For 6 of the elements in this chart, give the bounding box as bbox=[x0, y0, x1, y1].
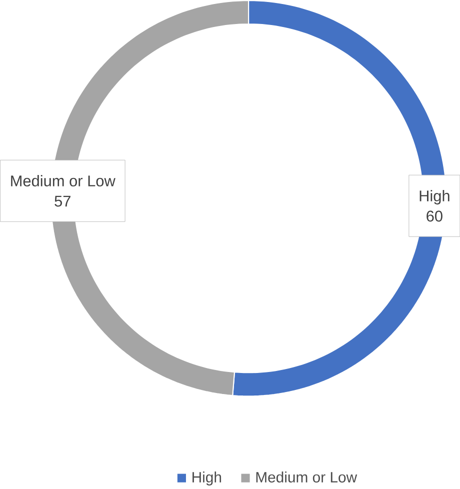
legend-label: High bbox=[192, 472, 221, 486]
data-label: 57 bbox=[54, 196, 70, 207]
legend-label: Medium or Low bbox=[256, 472, 358, 482]
data-label: 60 bbox=[426, 210, 442, 222]
slice-label: Medium or Low bbox=[11, 175, 116, 186]
slice-label: High bbox=[420, 190, 450, 204]
